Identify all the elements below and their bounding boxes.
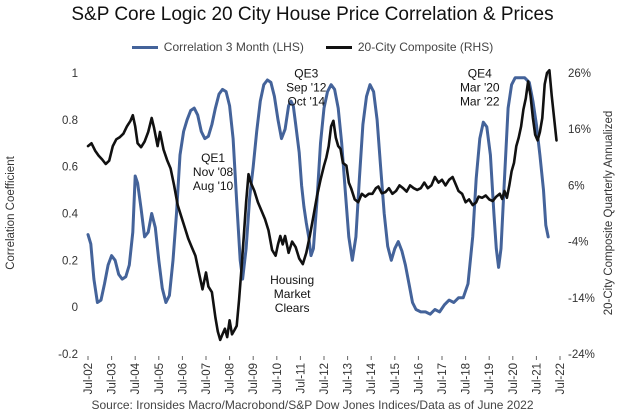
annotation-line: Sep '12 — [286, 81, 327, 95]
right-tick-label: -24% — [568, 349, 595, 361]
x-tick-label: Jul-06 — [177, 363, 189, 394]
composite-series-line — [86, 68, 558, 342]
annotation-line: Mar '20 — [460, 81, 500, 95]
left-axis-label: Correlation Coefficient — [5, 155, 17, 269]
left-tick-label: 0 — [72, 302, 78, 314]
annotation-line: Housing — [270, 273, 314, 287]
right-tick-label: 16% — [568, 124, 591, 136]
annotation-text: QE1 Nov '08 Aug '10 — [193, 151, 234, 193]
right-tick-label: 6% — [568, 180, 585, 192]
legend-swatch-correlation — [131, 45, 158, 49]
legend-item-composite: 20-City Composite (RHS) — [325, 40, 494, 54]
x-tick-label: Jul-12 — [319, 363, 331, 394]
x-tick-label: Jul-10 — [272, 363, 284, 394]
annotation-line: Clears — [275, 301, 310, 315]
x-tick-label: Jul-20 — [508, 363, 520, 394]
x-tick-label: Jul-16 — [413, 363, 425, 394]
series-layer — [86, 68, 558, 342]
x-tick-label: Jul-21 — [531, 363, 543, 394]
legend-item-correlation: Correlation 3 Month (LHS) — [131, 40, 304, 54]
source-note: Source: Ironsides Macro/Macrobond/S&P Do… — [91, 398, 534, 412]
annotation-line: Aug '10 — [193, 179, 234, 193]
x-tick-label: Jul-11 — [295, 363, 307, 393]
right-tick-label: 26% — [568, 68, 591, 80]
x-tick-label: Jul-17 — [437, 363, 449, 394]
x-tick-label: Jul-03 — [107, 363, 119, 394]
x-tick-label: Jul-05 — [154, 363, 166, 394]
x-tick-label: Jul-09 — [248, 363, 260, 394]
x-tick-label: Jul-15 — [390, 363, 402, 394]
left-tick-label: 0.6 — [62, 162, 78, 174]
left-tick-label: -0.2 — [58, 349, 78, 361]
x-tick-label: Jul-08 — [225, 363, 237, 394]
annotation-line: Nov '08 — [193, 165, 234, 179]
left-tick-label: 0.2 — [62, 255, 78, 267]
x-tick-label: Jul-19 — [484, 363, 496, 394]
x-tick-label: Jul-18 — [461, 363, 473, 394]
annotation-line: Oct '14 — [287, 95, 325, 109]
annotation-line: QE3 — [294, 67, 318, 81]
legend-label-correlation: Correlation 3 Month (LHS) — [163, 40, 304, 54]
annotation-line: Mar '22 — [460, 95, 500, 109]
annotation-line: QE1 — [201, 151, 225, 165]
legend-swatch-composite — [325, 45, 352, 49]
annotation-text: QE4 Mar '20 Mar '22 — [460, 67, 500, 109]
left-tick-label: 0.4 — [62, 209, 79, 221]
right-axis-label: 20-City Composite Quarterly Annualized — [603, 111, 615, 316]
correlation-series-line — [86, 76, 550, 316]
x-tick-label: Jul-04 — [130, 362, 142, 394]
x-tick-label: Jul-07 — [201, 363, 213, 394]
left-tick-label: 1 — [72, 68, 78, 80]
legend: Correlation 3 Month (LHS) 20-City Compos… — [0, 40, 625, 54]
right-tick-label: -4% — [568, 237, 588, 249]
legend-label-composite: 20-City Composite (RHS) — [357, 40, 494, 54]
x-tick-label: Jul-13 — [343, 363, 355, 394]
ticks-layer: -0.2 0 0.2 0.4 0.6 0.8 1 -24% -14% -4% 6% 16% 26% Jul… — [58, 68, 595, 394]
annotation-text: QE3 Sep '12 Oct '14 — [286, 67, 327, 109]
right-tick-label: -14% — [568, 293, 595, 305]
annotation-line: QE4 — [468, 67, 492, 81]
chart-title: S&P Core Logic 20 City House Price Corre… — [71, 4, 554, 25]
annotation-line: Market — [274, 287, 311, 301]
left-tick-label: 0.8 — [62, 115, 78, 127]
x-tick-label: Jul-14 — [366, 362, 378, 394]
x-tick-label: Jul-02 — [83, 363, 95, 394]
x-tick-label: Jul-22 — [555, 363, 567, 394]
annotation-text: Housing Market Clears — [270, 273, 314, 315]
